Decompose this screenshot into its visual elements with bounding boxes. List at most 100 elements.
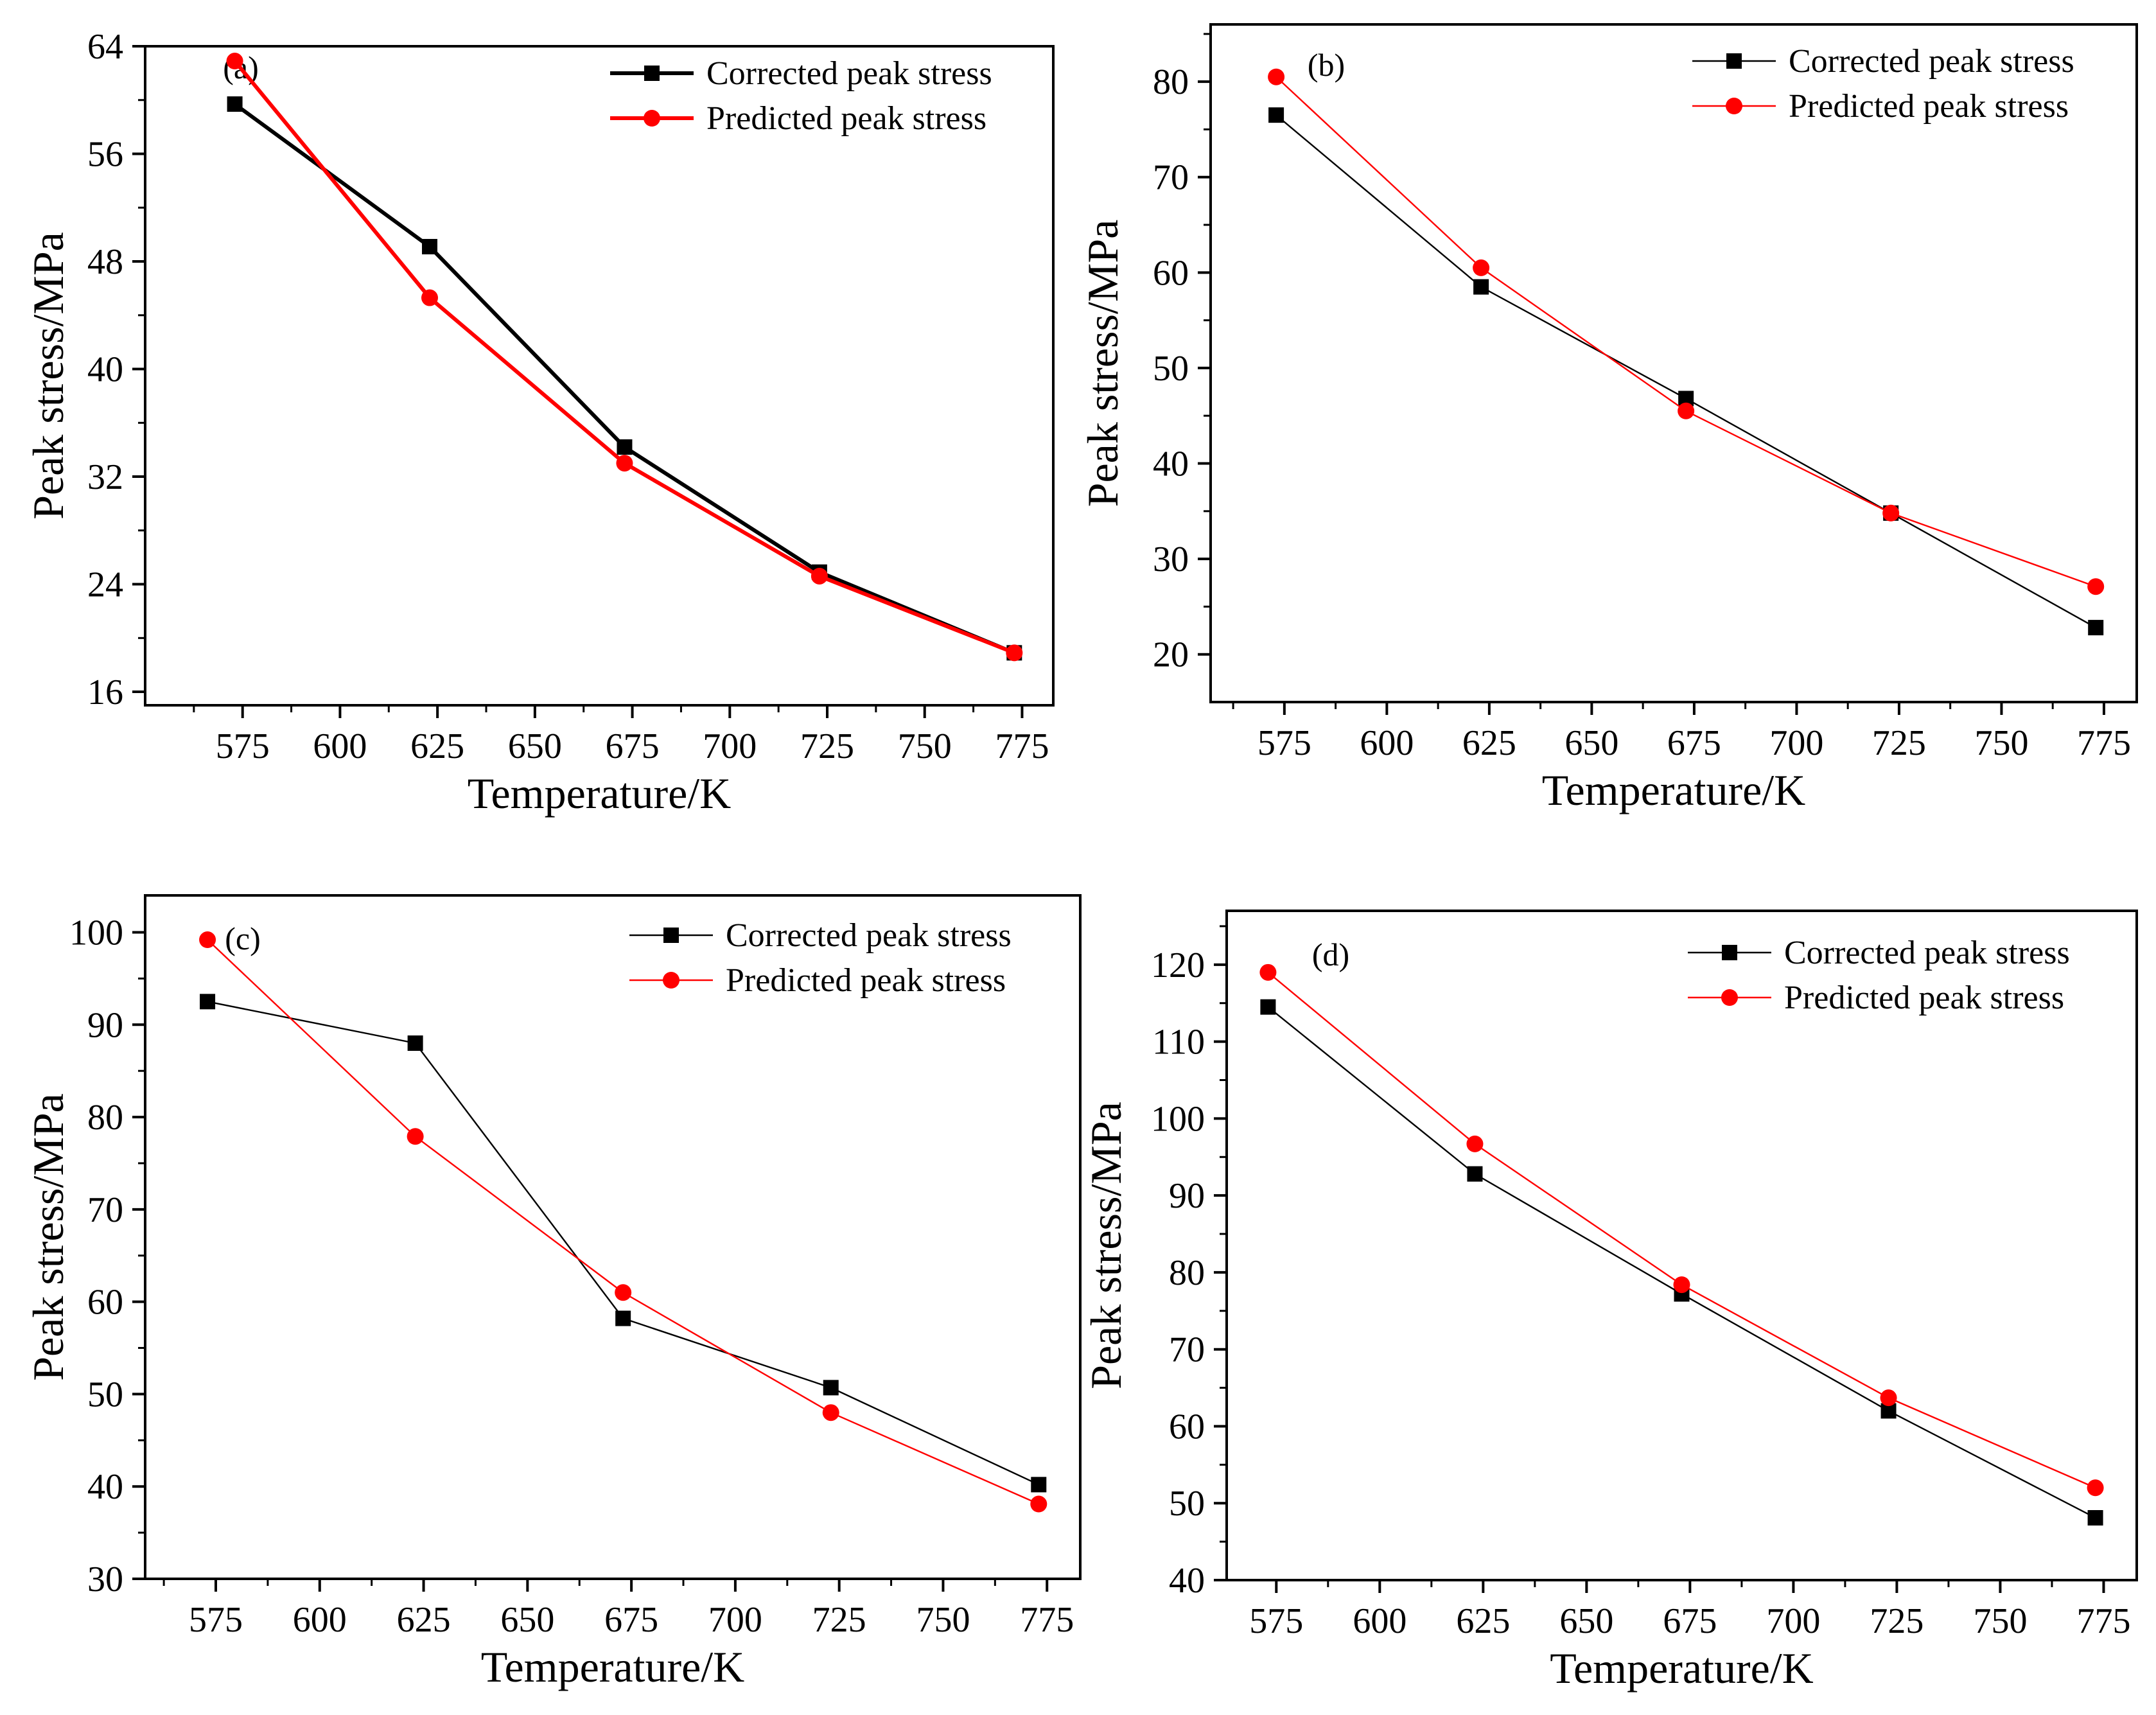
- x-tick-label: 675: [1667, 723, 1721, 763]
- chart-panel-3: 575 600 625 650 675 700 725 750 775 40 50 60 70 80 90 1…: [1082, 910, 2138, 1693]
- y-axis-title: Peak stress/MPa: [24, 232, 73, 520]
- x-tick-label: 675: [606, 726, 660, 766]
- x-tick-label: 700: [1769, 723, 1823, 763]
- series-line-0: [207, 1001, 1039, 1486]
- data-point: [407, 1128, 424, 1145]
- x-tick-label: 700: [1766, 1601, 1820, 1641]
- x-tick-label: 575: [189, 1600, 243, 1640]
- x-tick-label: 775: [2077, 723, 2131, 763]
- data-point: [199, 931, 216, 949]
- y-tick-label: 50: [1169, 1484, 1205, 1524]
- y-tick-label: 50: [87, 1375, 123, 1414]
- panel-label: (b): [1308, 47, 1345, 83]
- x-axis-title: Temperature/K: [1542, 766, 1806, 814]
- x-tick-label: 575: [1258, 723, 1311, 763]
- x-tick-label: 650: [500, 1600, 554, 1640]
- legend-marker: [663, 972, 679, 989]
- y-tick-label: 90: [87, 1005, 123, 1045]
- series-line-0: [233, 102, 1015, 655]
- plot-frame: [144, 894, 1082, 1580]
- y-tick-label: 60: [1153, 253, 1189, 293]
- data-point: [1006, 644, 1023, 662]
- y-tick-label: 64: [87, 27, 123, 67]
- x-tick-label: 725: [1872, 723, 1926, 763]
- data-point: [2087, 1509, 2103, 1526]
- series-line-1: [1275, 76, 2096, 588]
- x-tick-label: 625: [1456, 1601, 1510, 1641]
- y-tick-label: 80: [87, 1098, 123, 1138]
- x-tick-label: 725: [812, 1600, 866, 1640]
- legend-marker: [1721, 989, 1738, 1006]
- x-tick-label: 775: [2076, 1601, 2130, 1641]
- data-point: [822, 1404, 839, 1421]
- panel-label: (c): [225, 920, 261, 956]
- data-point: [227, 96, 243, 112]
- x-axis-title: Temperature/K: [481, 1642, 745, 1691]
- y-tick-label: 40: [1169, 1561, 1205, 1601]
- x-tick-label: 750: [1974, 723, 2028, 763]
- chart-panel-0: 575 600 625 650 675 700 725 750 775 16 24 32 40 48 56 6…: [24, 27, 1055, 818]
- data-point: [1678, 402, 1695, 419]
- y-tick-label: 30: [87, 1560, 123, 1599]
- data-point: [1031, 1477, 1047, 1493]
- data-point: [615, 1284, 632, 1301]
- data-point: [407, 1035, 423, 1051]
- y-tick-label: 20: [1153, 635, 1189, 675]
- y-tick-label: 24: [87, 565, 123, 605]
- y-tick-label: 32: [87, 457, 123, 497]
- y-tick-label: 70: [1169, 1330, 1205, 1370]
- x-tick-label: 650: [1559, 1601, 1613, 1641]
- x-tick-label: 750: [916, 1600, 970, 1640]
- x-tick-label: 650: [1564, 723, 1618, 763]
- x-axis-title: Temperature/K: [1550, 1644, 1814, 1693]
- y-tick-label: 100: [69, 913, 123, 953]
- y-tick-label: 40: [87, 1467, 123, 1507]
- series-line-1: [1267, 971, 2096, 1489]
- data-point: [1467, 1166, 1483, 1182]
- legend-label: Corrected peak stress: [1789, 43, 2074, 80]
- data-point: [1473, 259, 1490, 276]
- legend-marker: [1726, 98, 1742, 114]
- x-tick-label: 600: [293, 1600, 347, 1640]
- x-tick-label: 725: [800, 726, 854, 766]
- y-tick-label: 110: [1152, 1023, 1205, 1062]
- x-tick-label: 675: [1663, 1601, 1717, 1641]
- legend-label: Corrected peak stress: [726, 917, 1012, 954]
- legend-marker: [644, 66, 660, 81]
- legend-marker: [1726, 53, 1742, 69]
- panel-label: (d): [1312, 937, 1349, 972]
- data-point: [2087, 578, 2105, 595]
- data-point: [2087, 1479, 2104, 1497]
- data-point: [1268, 68, 1285, 85]
- data-point: [2088, 620, 2104, 636]
- x-tick-label: 725: [1870, 1601, 1924, 1641]
- y-tick-label: 120: [1151, 945, 1205, 985]
- plot-frame: [1209, 23, 2138, 703]
- legend-marker: [644, 110, 660, 127]
- y-tick-label: 50: [1153, 349, 1189, 389]
- y-tick-label: 30: [1153, 540, 1189, 579]
- legend-marker: [663, 928, 679, 943]
- y-tick-label: 40: [1153, 444, 1189, 484]
- data-point: [1673, 1276, 1690, 1294]
- legend-label: Predicted peak stress: [1789, 88, 2069, 125]
- y-tick-label: 70: [1153, 158, 1189, 198]
- x-tick-label: 575: [1249, 1601, 1303, 1641]
- chart-panel-1: 575 600 625 650 675 700 725 750 775 20 30 40 50 60 70 8…: [1078, 23, 2138, 814]
- x-tick-label: 775: [995, 726, 1049, 766]
- data-point: [1880, 1389, 1897, 1407]
- y-axis-title: Peak stress/MPa: [1082, 1102, 1130, 1389]
- legend-label: Predicted peak stress: [1784, 980, 2064, 1016]
- series-line-0: [1267, 1006, 2096, 1519]
- data-point: [421, 289, 439, 306]
- y-tick-label: 80: [1153, 62, 1189, 102]
- legend-label: Corrected peak stress: [1784, 935, 2070, 971]
- y-tick-label: 90: [1169, 1176, 1205, 1216]
- y-tick-label: 48: [87, 242, 123, 282]
- legend-marker: [1722, 945, 1737, 960]
- data-point: [1882, 504, 1900, 522]
- data-point: [226, 53, 243, 70]
- data-point: [1473, 279, 1489, 295]
- data-point: [617, 439, 633, 455]
